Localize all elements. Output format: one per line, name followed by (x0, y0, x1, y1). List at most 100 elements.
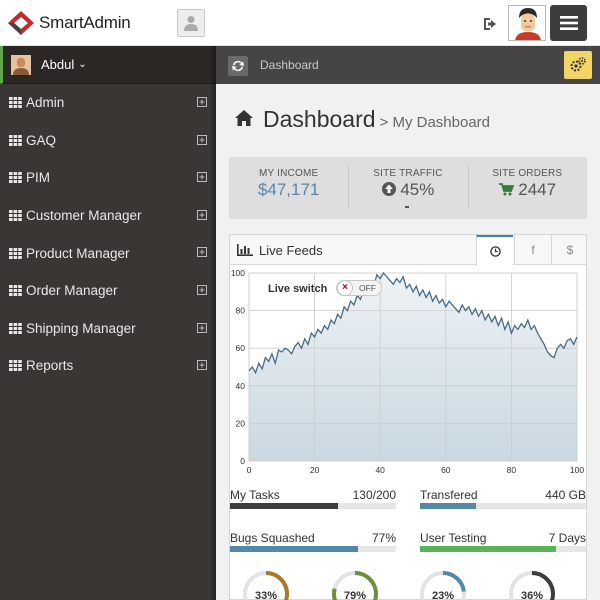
donut-arc (243, 571, 289, 600)
x-tick-label: 40 (375, 465, 385, 475)
plus-square-icon (197, 97, 207, 107)
refresh-button[interactable] (228, 56, 248, 76)
sidebar-item-order-manager[interactable]: Order Manager (0, 272, 216, 310)
stat-orders-value: 2447 (518, 180, 557, 199)
progress-value: 130/200 (352, 488, 396, 502)
breadcrumb[interactable]: Dashboard (260, 58, 319, 72)
tab-facebook[interactable]: f (514, 235, 551, 265)
stat-income-label: MY INCOME (258, 168, 319, 179)
progress-user-testing: User Testing 7 Days (420, 531, 586, 553)
progress-fill (420, 503, 477, 509)
donut-value: 33% (254, 590, 278, 600)
stat-orders: SITE ORDERS 2447 (467, 157, 587, 219)
stats-bar: MY INCOME $47,171 SITE TRAFFIC 45% SITE … (229, 157, 587, 219)
progress-transfered: Transfered 440 GB (420, 488, 586, 510)
donut-chart (509, 571, 555, 600)
tab-live[interactable] (476, 235, 513, 266)
grid-icon (9, 210, 22, 222)
y-tick-label: 100 (231, 268, 245, 278)
x-tick-label: 100 (570, 465, 584, 475)
sidebar-item-shipping-manager[interactable]: Shipping Manager (0, 310, 216, 348)
stat-orders-value-wrap: 2447 (468, 180, 587, 200)
progress-my-tasks: My Tasks 130/200 (230, 488, 396, 510)
top-header: SmartAdmin (0, 0, 600, 46)
donut-arc (332, 571, 378, 600)
plus-square-icon (197, 209, 207, 220)
page-subtitle: > My Dashboard (379, 114, 491, 131)
sidebar-item-label: Reports (26, 358, 74, 374)
sidebar-item-label: Shipping Manager (26, 320, 136, 336)
sidebar-item-admin[interactable]: Admin (0, 84, 216, 122)
sidebar-user-panel[interactable]: Abdul ⌄ (0, 46, 216, 84)
facebook-icon: f (531, 243, 535, 257)
sidebar-item-customer-manager[interactable]: Customer Manager (0, 197, 216, 235)
progress-value: 77% (371, 531, 396, 545)
grid-icon (9, 360, 22, 372)
logo[interactable]: SmartAdmin (6, 9, 131, 37)
plus-square-icon (197, 284, 207, 295)
ribbon: Dashboard (216, 46, 600, 84)
user-icon (184, 16, 198, 31)
page-title: Dashboard > My Dashboard (234, 106, 490, 133)
widget-title: Live Feeds (259, 243, 323, 258)
stat-traffic-label: SITE TRAFFIC (373, 168, 443, 179)
sidebar-item-gaq[interactable]: GAQ (0, 122, 216, 160)
grid-icon (9, 322, 22, 334)
chevron-down-icon: ⌄ (78, 59, 87, 70)
bar-chart-icon (237, 244, 253, 256)
series-line (248, 271, 578, 375)
live-feeds-chart: 0 20 40 60 80 100 0 20 40 60 80 100 (231, 268, 585, 475)
progress-track (230, 503, 396, 509)
progress-fill (230, 546, 358, 552)
gears-icon (570, 57, 586, 72)
sidebar-item-label: Order Manager (26, 283, 118, 299)
y-tick-label: 0 (240, 456, 245, 466)
sidebar-item-pim[interactable]: PIM (0, 159, 216, 197)
plus-square-icon (197, 322, 207, 333)
close-icon: × (337, 280, 353, 296)
stat-income: MY INCOME $47,171 (229, 157, 348, 219)
traffic-sparkline (405, 206, 410, 208)
logout-icon[interactable] (482, 16, 498, 32)
y-tick-label: 60 (236, 343, 246, 353)
x-tick-label: 0 (247, 465, 252, 475)
progress-bugs-squashed: Bugs Squashed 77% (230, 531, 396, 553)
refresh-icon (232, 60, 244, 72)
sidebar-user-name: Abdul (41, 57, 75, 72)
donut-arc (420, 571, 466, 600)
hamburger-icon (559, 16, 578, 30)
sidebar: Abdul ⌄ Admin GAQ PIM Customer Manager Produ… (0, 46, 216, 600)
live-switch-label: Live switch (268, 283, 328, 295)
x-tick-label: 60 (441, 465, 451, 475)
arrow-up-circle-icon (381, 182, 396, 196)
avatar-face-icon (509, 6, 545, 40)
user-avatar[interactable] (508, 5, 546, 41)
progress-label: Bugs Squashed (230, 531, 315, 545)
grid-icon (9, 97, 22, 109)
progress-label: Transfered (420, 488, 478, 502)
donut-value: 36% (520, 590, 544, 600)
donut-chart (243, 571, 289, 600)
progress-track (420, 546, 586, 552)
hamburger-menu-button[interactable] (550, 5, 587, 41)
plus-square-icon (197, 134, 207, 145)
sidebar-item-label: PIM (26, 170, 51, 186)
progress-track (420, 503, 586, 509)
home-icon (235, 110, 253, 126)
progress-label: My Tasks (230, 488, 280, 502)
sidebar-item-reports[interactable]: Reports (0, 347, 216, 385)
donut-value: 23% (431, 590, 455, 600)
logo-text: SmartAdmin (39, 13, 131, 32)
donut-chart (332, 571, 378, 600)
tab-revenue[interactable]: $ (551, 235, 588, 265)
progress-fill (230, 503, 338, 509)
progress-value: 7 Days (548, 531, 586, 545)
settings-button[interactable] (564, 51, 592, 79)
live-switch-toggle[interactable]: × OFF (336, 280, 382, 296)
y-tick-label: 40 (236, 381, 246, 391)
mini-avatar-icon (11, 54, 31, 75)
sidebar-item-product-manager[interactable]: Product Manager (0, 234, 216, 272)
progress-fill (420, 546, 557, 552)
plus-square-icon (197, 247, 207, 258)
user-placeholder-button[interactable] (177, 9, 205, 37)
